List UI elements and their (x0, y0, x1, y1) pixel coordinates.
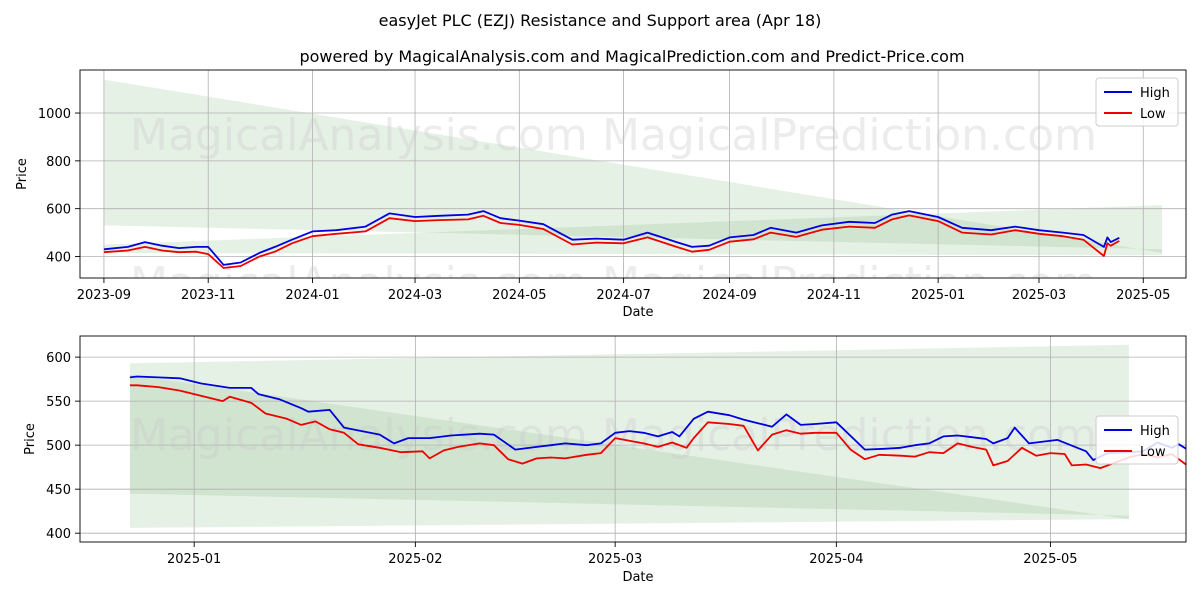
legend: High Low (1095, 77, 1179, 127)
x-tick-label: 2024-11 (807, 288, 861, 303)
legend: High Low (1095, 415, 1179, 465)
band-area-1 (103, 79, 1163, 253)
legend-label-high: High (1140, 424, 1170, 439)
plot-area: MagicalAnalysis.com MagicalPrediction.com… (80, 70, 1186, 309)
chart-title: easyJet PLC (EZJ) Resistance and Support… (379, 11, 822, 30)
x-axis-label: Date (622, 305, 653, 320)
watermark-text: MagicalAnalysis.com (130, 258, 588, 309)
x-tick-label: 2024-05 (492, 288, 546, 303)
chart-panel-1: MagicalAnalysis.com MagicalPrediction.com… (15, 69, 1187, 320)
axes-frame (79, 335, 1187, 543)
y-tick-label: 1000 (38, 107, 71, 122)
x-tick-label: 2025-01 (911, 288, 965, 303)
series-line-low (103, 214, 1120, 269)
y-tick-label: 400 (46, 527, 71, 542)
band-area-1 (129, 344, 1129, 528)
x-tick-label: 2023-09 (77, 288, 131, 303)
x-tick-label: 2024-07 (596, 288, 650, 303)
legend-label-high: High (1140, 86, 1170, 101)
y-tick-label: 400 (46, 250, 71, 265)
plot-area: MagicalAnalysis.com MagicalPrediction.com (80, 336, 1186, 542)
axes-frame (79, 69, 1187, 279)
series-line-high (129, 375, 1186, 461)
legend-label-low: Low (1140, 445, 1166, 460)
y-tick-label: 550 (46, 395, 71, 410)
y-tick-label: 500 (46, 439, 71, 454)
series-line-low (129, 384, 1186, 469)
x-tick-label: 2025-05 (1023, 552, 1077, 567)
x-tick-label: 2024-01 (285, 288, 339, 303)
x-tick-label: 2023-11 (181, 288, 235, 303)
watermark-text: MagicalAnalysis.com (130, 110, 588, 161)
x-tick-label: 2025-01 (167, 552, 221, 567)
y-tick-label: 450 (46, 483, 71, 498)
watermark-text: MagicalAnalysis.com (130, 410, 588, 461)
watermark-text: MagicalPrediction.com (602, 110, 1097, 161)
y-tick-label: 600 (46, 203, 71, 218)
x-tick-label: 2024-09 (702, 288, 756, 303)
y-axis-label: Price (23, 423, 38, 455)
x-tick-label: 2024-03 (388, 288, 442, 303)
y-tick-label: 800 (46, 155, 71, 170)
chart-subtitle: powered by MagicalAnalysis.com and Magic… (299, 47, 964, 66)
chart-panel-2: MagicalAnalysis.com MagicalPrediction.com… (23, 335, 1187, 585)
x-tick-label: 2025-03 (1012, 288, 1066, 303)
x-tick-label: 2025-02 (388, 552, 442, 567)
x-tick-label: 2025-05 (1116, 288, 1170, 303)
y-tick-label: 600 (46, 351, 71, 366)
x-axis-label: Date (622, 570, 653, 585)
x-tick-label: 2025-03 (588, 552, 642, 567)
band-area-2 (129, 374, 1129, 520)
x-tick-label: 2025-04 (809, 552, 863, 567)
series-line-high (103, 210, 1120, 266)
y-axis-label: Price (15, 158, 30, 190)
watermark-text: MagicalPrediction.com (602, 258, 1097, 309)
legend-label-low: Low (1140, 107, 1166, 122)
